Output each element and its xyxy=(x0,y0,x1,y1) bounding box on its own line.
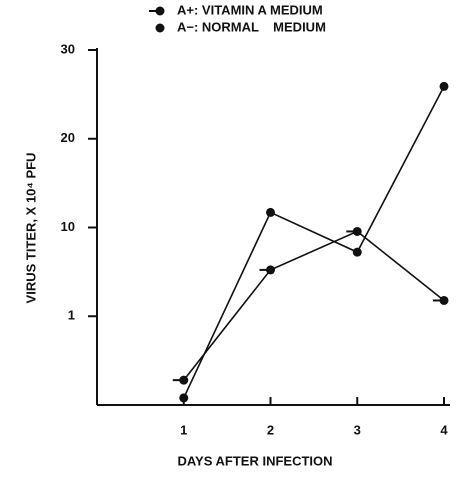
x-tick-label: 3 xyxy=(354,422,361,437)
legend-label: A−: NORMAL MEDIUM xyxy=(177,19,326,34)
x-axis-label: DAYS AFTER INFECTION xyxy=(177,453,332,468)
data-point xyxy=(439,295,449,305)
series-line xyxy=(183,86,445,399)
y-axis-label: VIRUS TITER, X 10⁴ PFU xyxy=(23,153,38,304)
y-tick-label: 30 xyxy=(61,41,75,56)
x-tick-label: 2 xyxy=(267,422,274,437)
data-point xyxy=(352,247,362,257)
legend-marker xyxy=(155,23,165,33)
data-point xyxy=(352,226,362,236)
data-point xyxy=(179,375,189,385)
data-point xyxy=(266,265,275,275)
data-point xyxy=(179,393,189,403)
x-tick-label: 4 xyxy=(440,422,448,437)
series-line xyxy=(183,230,445,381)
legend-marker xyxy=(155,6,165,16)
y-tick-label: 10 xyxy=(61,219,75,234)
data-point xyxy=(439,81,449,91)
data-point xyxy=(266,207,275,217)
y-tick-label: 20 xyxy=(61,130,75,145)
y-tick-label: 1 xyxy=(68,308,75,323)
x-tick-label: 1 xyxy=(180,422,187,437)
legend-label: A+: VITAMIN A MEDIUM xyxy=(177,2,323,17)
